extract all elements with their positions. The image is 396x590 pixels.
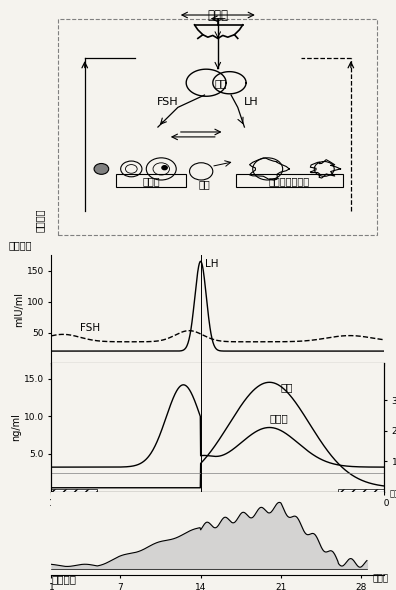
Text: 血清含量: 血清含量 [35,209,45,232]
Y-axis label: mIU/ml: mIU/ml [14,292,24,327]
Text: 雌二醇: 雌二醇 [269,414,288,424]
Text: 子宫内膜: 子宫内膜 [51,574,76,584]
Text: LH: LH [205,260,219,270]
Text: LH: LH [244,97,258,107]
Text: FSH: FSH [157,97,179,107]
Circle shape [94,163,109,174]
Text: （天）: （天） [373,574,389,583]
Text: 血清含量: 血清含量 [8,240,32,250]
Text: 孕酮: 孕酮 [281,382,293,392]
Text: （周期天）: （周期天） [390,489,396,499]
Circle shape [162,166,167,170]
Text: FSH: FSH [80,323,100,333]
Bar [51,489,97,494]
Text: 排卵: 排卵 [199,179,210,189]
Text: 垂体: 垂体 [215,78,227,88]
Text: 雌激素、孕激素: 雌激素、孕激素 [269,176,310,186]
Bar [338,489,384,494]
Y-axis label: ng/ml: ng/ml [11,414,21,441]
Text: 雌激素: 雌激素 [143,176,160,186]
Text: 下丘脑: 下丘脑 [207,8,228,21]
